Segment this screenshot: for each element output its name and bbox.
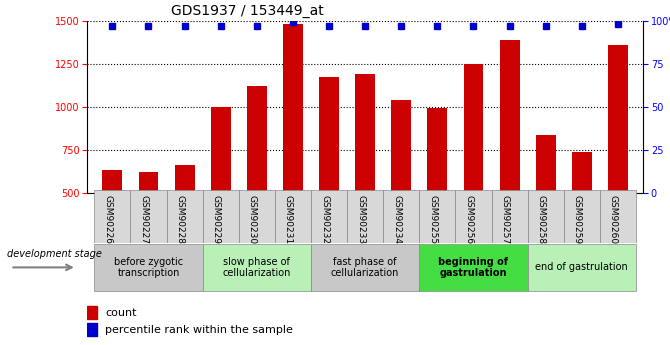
Text: GSM90260: GSM90260 (609, 195, 618, 244)
Text: GSM90231: GSM90231 (284, 195, 293, 244)
Text: beginning of
gastrulation: beginning of gastrulation (438, 257, 509, 278)
Bar (572, 152, 592, 279)
Bar (87, 306, 97, 319)
FancyBboxPatch shape (202, 244, 311, 290)
FancyBboxPatch shape (94, 190, 131, 243)
FancyBboxPatch shape (456, 190, 492, 243)
Text: development stage: development stage (7, 249, 102, 258)
FancyBboxPatch shape (419, 244, 528, 290)
Text: GSM90256: GSM90256 (464, 195, 474, 244)
Bar (139, 171, 158, 279)
Text: GSM90229: GSM90229 (212, 195, 220, 244)
Bar (536, 135, 555, 279)
FancyBboxPatch shape (347, 190, 383, 243)
Text: GSM90255: GSM90255 (428, 195, 438, 244)
FancyBboxPatch shape (419, 190, 456, 243)
FancyBboxPatch shape (600, 190, 636, 243)
FancyBboxPatch shape (528, 190, 563, 243)
Bar (355, 74, 375, 279)
Bar (391, 100, 411, 279)
Text: GSM90259: GSM90259 (573, 195, 582, 244)
FancyBboxPatch shape (563, 190, 600, 243)
Bar (464, 64, 484, 279)
Text: GSM90230: GSM90230 (248, 195, 257, 244)
FancyBboxPatch shape (311, 244, 419, 290)
Text: GSM90232: GSM90232 (320, 195, 329, 244)
Bar (427, 108, 448, 279)
Text: GSM90227: GSM90227 (139, 195, 149, 244)
FancyBboxPatch shape (202, 190, 239, 243)
FancyBboxPatch shape (239, 190, 275, 243)
Text: percentile rank within the sample: percentile rank within the sample (105, 325, 293, 335)
FancyBboxPatch shape (167, 190, 202, 243)
Bar (319, 77, 339, 279)
Text: GSM90258: GSM90258 (537, 195, 545, 244)
Text: before zygotic
transcription: before zygotic transcription (114, 257, 183, 278)
Text: GSM90234: GSM90234 (392, 195, 401, 244)
Text: GDS1937 / 153449_at: GDS1937 / 153449_at (170, 4, 323, 18)
FancyBboxPatch shape (275, 190, 311, 243)
FancyBboxPatch shape (383, 190, 419, 243)
Text: GSM90233: GSM90233 (356, 195, 365, 244)
Bar (247, 86, 267, 279)
Bar (103, 170, 123, 279)
Text: GSM90226: GSM90226 (103, 195, 113, 244)
Bar (608, 45, 628, 279)
Bar (500, 40, 519, 279)
Text: count: count (105, 308, 137, 317)
Text: GSM90228: GSM90228 (176, 195, 185, 244)
Bar (175, 165, 194, 279)
FancyBboxPatch shape (528, 244, 636, 290)
Bar (87, 323, 97, 336)
Text: end of gastrulation: end of gastrulation (535, 263, 628, 272)
Text: GSM90257: GSM90257 (500, 195, 510, 244)
Bar (283, 24, 303, 279)
FancyBboxPatch shape (131, 190, 167, 243)
Bar (211, 107, 230, 279)
FancyBboxPatch shape (492, 190, 528, 243)
FancyBboxPatch shape (311, 190, 347, 243)
FancyBboxPatch shape (94, 244, 202, 290)
Text: slow phase of
cellularization: slow phase of cellularization (222, 257, 291, 278)
Text: fast phase of
cellularization: fast phase of cellularization (331, 257, 399, 278)
